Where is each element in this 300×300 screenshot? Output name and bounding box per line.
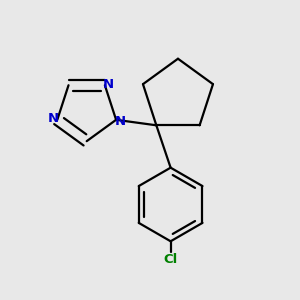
Text: N: N	[103, 78, 114, 91]
Text: N: N	[114, 115, 125, 128]
Text: N: N	[48, 112, 59, 125]
Text: Cl: Cl	[164, 253, 178, 266]
